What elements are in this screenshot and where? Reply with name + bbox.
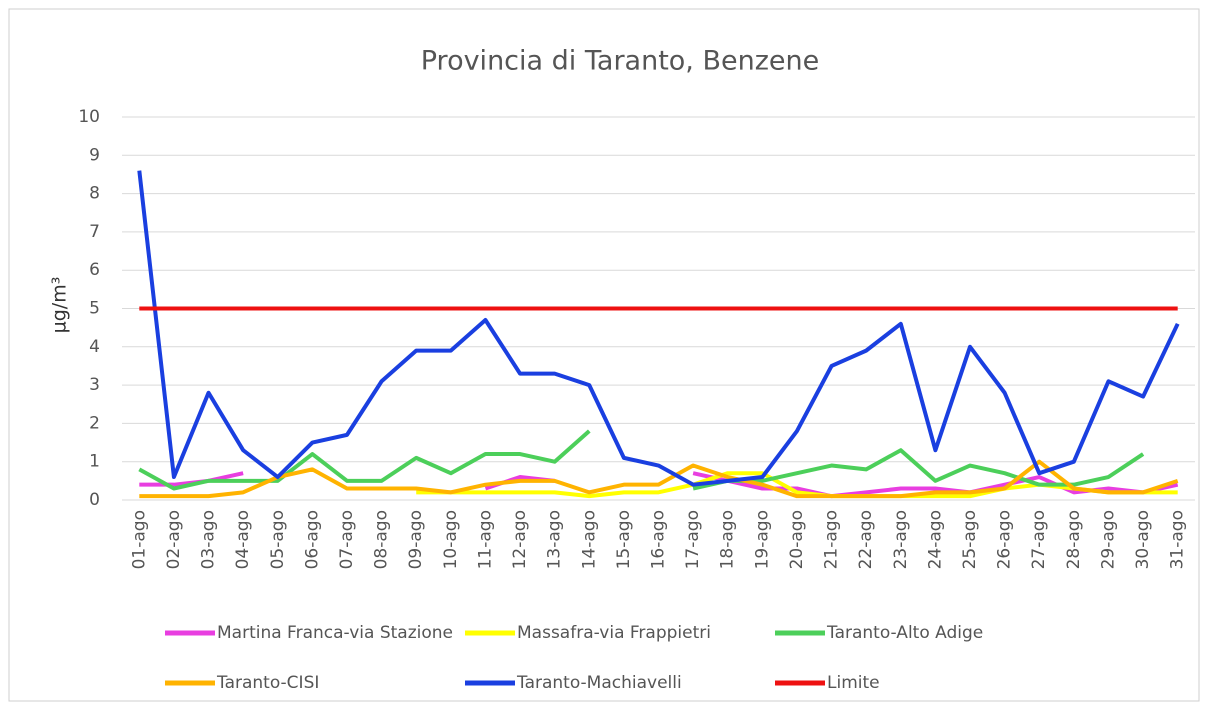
x-tick-label: 28-ago [1064,510,1084,569]
y-tick-label: 10 [78,107,100,127]
x-tick-label: 23-ago [891,510,911,569]
x-tick-label: 06-ago [302,510,322,569]
y-tick-label: 4 [89,337,100,357]
y-tick-label: 8 [89,184,100,204]
x-tick-label: 18-ago [718,510,738,569]
y-tick-label: 3 [89,375,100,395]
legend-label: Limite [827,673,880,693]
x-tick-label: 07-ago [337,510,357,569]
x-tick-label: 20-ago [787,510,807,569]
legend-label: Taranto-CISI [216,673,319,693]
x-tick-label: 08-ago [372,510,392,569]
x-tick-label: 31-ago [1168,510,1188,569]
chart-border [8,8,1200,702]
series-line [137,170,1180,487]
x-tick-label: 01-ago [129,510,149,569]
x-tick-label: 19-ago [752,510,772,569]
x-tick-label: 29-ago [1098,510,1118,569]
series-line [139,459,1179,499]
x-tick-label: 25-ago [960,510,980,569]
chart-title: Provincia di Taranto, Benzene [421,46,819,77]
legend-label: Massafra-via Frappietri [517,623,711,643]
y-tick-label: 2 [89,413,100,433]
x-tick-label: 11-ago [475,510,495,569]
legend-label: Taranto-Alto Adige [826,623,983,643]
x-tick-label: 17-ago [683,510,703,569]
legend-label: Taranto-Machiavelli [516,673,682,693]
y-tick-label: 9 [89,145,100,165]
y-tick-label: 0 [89,490,100,510]
x-tick-label: 24-ago [925,510,945,569]
y-tick-label: 7 [89,222,100,242]
x-tick-label: 10-ago [441,510,461,569]
x-tick-label: 03-ago [199,510,219,569]
legend-label: Martina Franca-via Stazione [217,623,453,643]
x-tick-label: 26-ago [995,510,1015,569]
y-tick-label: 5 [89,299,100,319]
x-tick-label: 21-ago [822,510,842,569]
x-tick-label: 14-ago [579,510,599,569]
x-tick-label: 16-ago [649,510,669,569]
x-tick-label: 12-ago [510,510,530,569]
x-tick-label: 22-ago [856,510,876,569]
y-axis-label: µg/m³ [49,277,71,334]
x-tick-label: 04-ago [233,510,253,569]
x-tick-label: 13-ago [545,510,565,569]
x-tick-label: 15-ago [614,510,634,569]
x-tick-label: 30-ago [1133,510,1153,569]
y-tick-label: 1 [89,452,100,472]
y-tick-label: 6 [89,260,100,280]
x-tick-label: 02-ago [164,510,184,569]
x-tick-label: 27-ago [1029,510,1049,569]
x-tick-label: 05-ago [268,510,288,569]
x-tick-label: 09-ago [406,510,426,569]
